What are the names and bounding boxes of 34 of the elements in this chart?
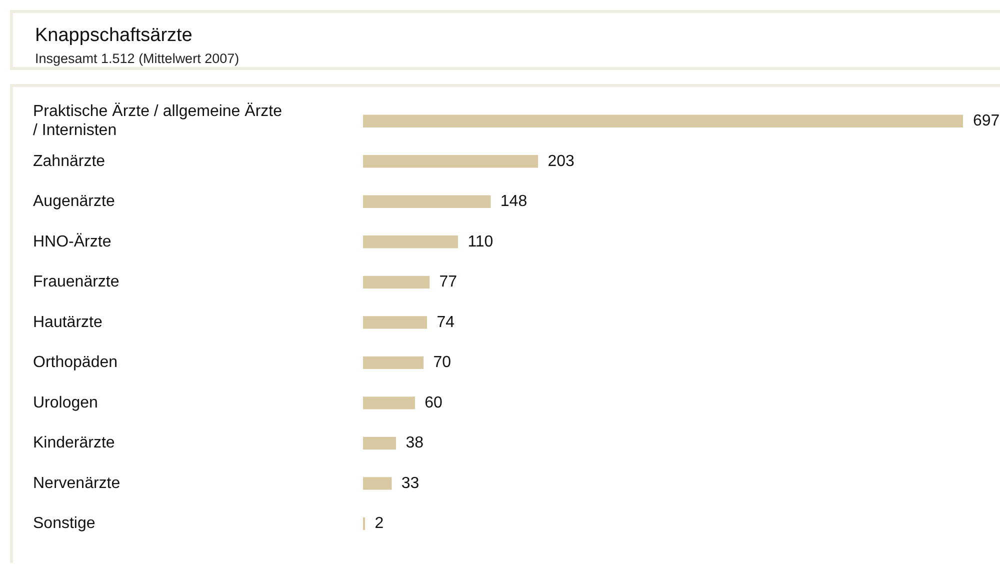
data-label: 60 — [424, 394, 443, 412]
data-label: 38 — [406, 434, 424, 452]
y-tick-label: Kinderärzte — [33, 434, 115, 452]
data-label: 70 — [433, 354, 452, 372]
data-label: 77 — [439, 274, 458, 291]
text: Insgesamt 1.512 (Mittelwert 2007) — [35, 51, 240, 66]
bar — [363, 114, 963, 128]
y-tick-label: Frauenärzte — [33, 274, 120, 291]
data-label: 148 — [500, 193, 528, 210]
data-label: 203 — [548, 152, 575, 170]
y-tick-label: Orthopäden — [33, 354, 118, 372]
y-tick-label: Sonstige — [33, 515, 96, 532]
y-tick-label: Praktische Ärzte / allgemeine Ärzte / Internisten — [33, 102, 282, 140]
y-tick-label: HNO-Ärzte — [33, 232, 112, 250]
text: Knappschaftsärzte — [35, 25, 194, 47]
data-label: 2 — [374, 515, 384, 532]
bar — [363, 436, 396, 450]
bar — [363, 155, 538, 168]
data-label: 74 — [436, 314, 455, 331]
y-tick-label: Nervenärzte — [33, 474, 120, 492]
y-tick-label: Augenärzte — [33, 193, 115, 210]
data-label: 110 — [468, 233, 494, 250]
bar — [363, 236, 458, 248]
bar — [363, 276, 430, 288]
bar — [363, 477, 392, 490]
bar — [363, 195, 491, 208]
bar — [363, 316, 428, 329]
y-tick-label: Zahnärzte — [33, 152, 106, 170]
bar — [363, 396, 415, 410]
bar — [363, 356, 424, 369]
y-tick-label: Hautärzte — [33, 314, 102, 331]
data-label: 33 — [401, 474, 420, 492]
y-tick-label: Urologen — [33, 394, 98, 412]
data-label: 697 — [973, 112, 1000, 130]
